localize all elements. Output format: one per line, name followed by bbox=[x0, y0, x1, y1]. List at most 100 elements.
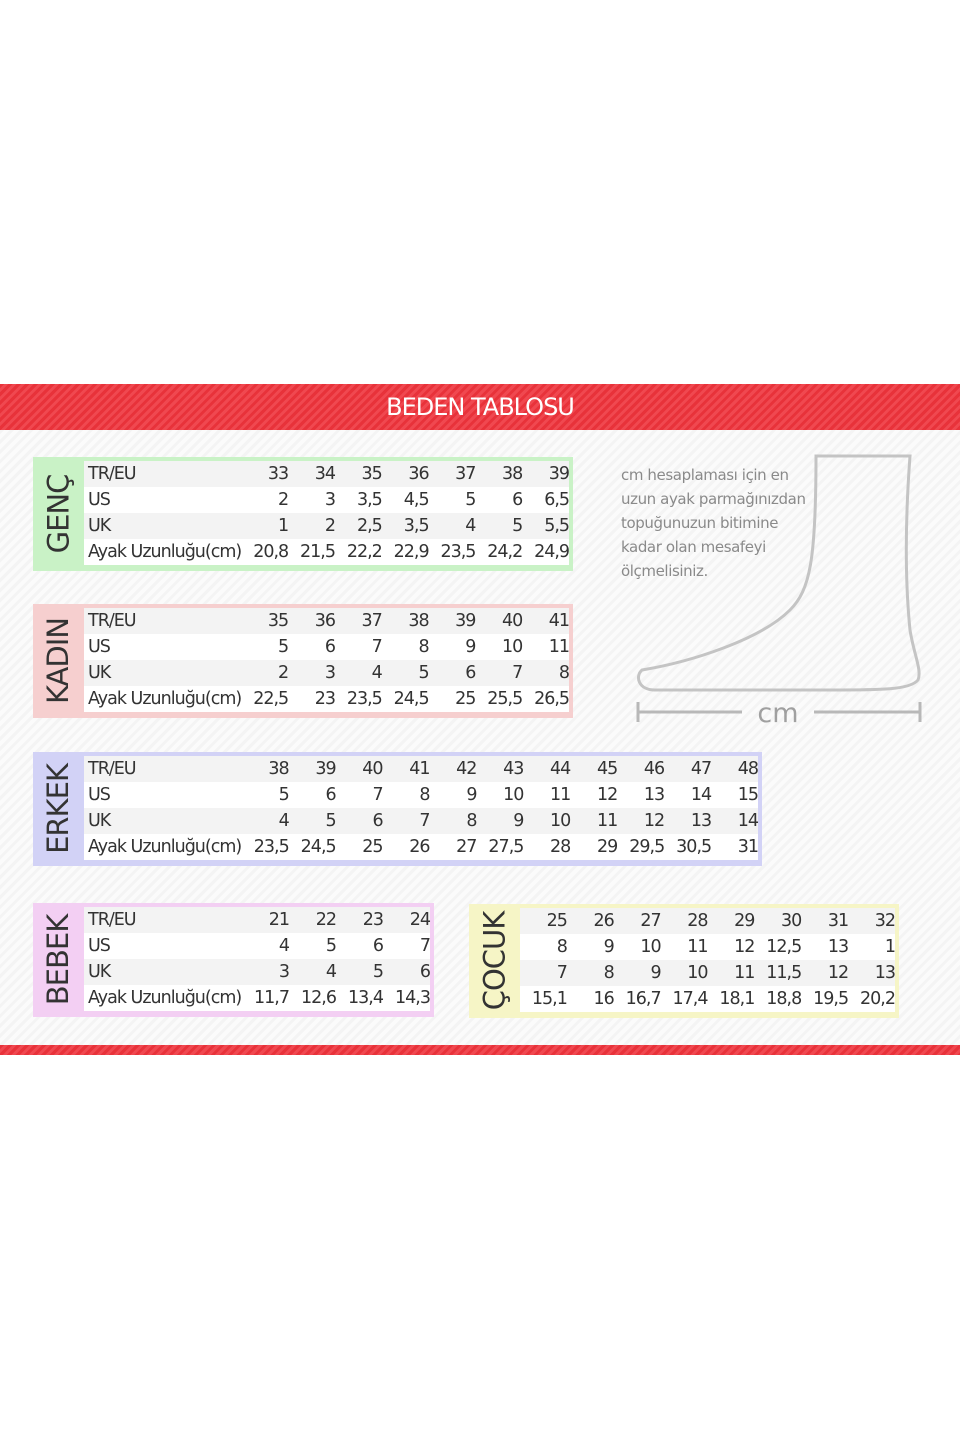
table-cell: 33 bbox=[267, 464, 289, 484]
note-line: topuğunuzun bitimine bbox=[621, 514, 779, 532]
table-row: UK 1 2 2,5 3,5 4 5 5,5 bbox=[84, 513, 570, 539]
table-row: UK 3 4 5 6 bbox=[84, 959, 431, 985]
table-cell: 6 bbox=[372, 811, 383, 831]
table-cell: 5 bbox=[418, 663, 429, 683]
table-cell: 5 bbox=[278, 785, 290, 805]
table-cell: 15 bbox=[737, 785, 759, 805]
table-row: 7 8 9 10 11 11,5 12 13 bbox=[520, 960, 896, 986]
table-cell: 40 bbox=[501, 611, 523, 631]
table-cell: 13 bbox=[874, 963, 896, 983]
table-cell: 20,2 bbox=[860, 989, 896, 1009]
size-table: TR/EU 35 36 37 38 39 40 41 US 5 6 7 8 9 10 11 UK 2 3 4 5 6 7 8 A… bbox=[84, 608, 570, 714]
table-cell: 25,5 bbox=[487, 689, 523, 709]
table-row: US 2 3 3,5 4,5 5 6 6,5 bbox=[84, 487, 570, 513]
table-cell: 4 bbox=[278, 936, 290, 956]
table-cell: 39 bbox=[455, 611, 476, 631]
table-cell: 3,5 bbox=[356, 490, 383, 510]
section-label: GENÇ bbox=[33, 457, 83, 571]
size-table: TR/EU 21 22 23 24 US 4 5 6 7 UK 3 4 5 6 Ayak Uzunluğu(c… bbox=[84, 907, 431, 1013]
table-cell: 15,1 bbox=[531, 989, 568, 1009]
row-label: US bbox=[88, 490, 111, 510]
table-cell: 12 bbox=[734, 937, 755, 957]
table-row: US 5 6 7 8 9 10 11 12 13 14 15 bbox=[84, 782, 759, 808]
table-cell: 2 bbox=[278, 663, 289, 683]
row-label: UK bbox=[88, 962, 111, 982]
table-cell: 24,2 bbox=[487, 542, 523, 562]
table-row: TR/EU 38 39 40 41 42 43 44 45 46 47 48 bbox=[84, 756, 759, 782]
table-cell: 13 bbox=[643, 785, 665, 805]
foot-illustration: cm bbox=[636, 454, 922, 729]
table-cell: 28 bbox=[550, 837, 571, 857]
table-row: Ayak Uzunluğu(cm) 22,5 23 23,5 24,5 25 25,5 26,… bbox=[84, 686, 570, 712]
row-label: TR/EU bbox=[88, 910, 137, 930]
table-cell: 13 bbox=[827, 937, 849, 957]
table-cell: 5,5 bbox=[544, 516, 570, 536]
table-cell: 31 bbox=[737, 837, 759, 857]
table-cell: 4 bbox=[325, 962, 337, 982]
table-cell: 5 bbox=[325, 936, 337, 956]
table-cell: 6,5 bbox=[544, 490, 570, 510]
size-table: TR/EU 33 34 35 36 37 38 39 US 2 3 3,5 4,5 5 6 6,5 UK 1 2 2,… bbox=[84, 461, 570, 567]
row-label: US bbox=[88, 936, 111, 956]
table-cell: 43 bbox=[503, 759, 524, 779]
table-cell: 2,5 bbox=[356, 516, 383, 536]
table-cell: 9 bbox=[466, 785, 477, 805]
table-cell: 12,6 bbox=[301, 988, 337, 1008]
table-cell: 38 bbox=[501, 464, 523, 484]
table-row: Ayak Uzunluğu(cm) 23,5 24,5 25 26 27 27,5 28 29 2… bbox=[84, 834, 759, 860]
row-label: Ayak Uzunluğu(cm) bbox=[88, 542, 242, 562]
table-cell: 4,5 bbox=[403, 490, 430, 510]
row-label: UK bbox=[88, 516, 111, 536]
table-row: US 4 5 6 7 bbox=[84, 933, 431, 959]
section-label-text: ERKEK bbox=[41, 764, 75, 854]
table-cell: 24,5 bbox=[300, 837, 337, 857]
table-cell: 45 bbox=[596, 759, 618, 779]
table-cell: 8 bbox=[556, 937, 568, 957]
table-cell: 6 bbox=[325, 785, 337, 805]
table-cell: 22,9 bbox=[393, 542, 430, 562]
table-cell: 3 bbox=[324, 663, 336, 683]
table-cell: 7 bbox=[556, 963, 568, 983]
table-cell: 11 bbox=[550, 785, 571, 805]
table-cell: 47 bbox=[690, 759, 712, 779]
table-cell: 6 bbox=[465, 663, 476, 683]
table-cell: 27,5 bbox=[488, 837, 524, 857]
size-table: 25 26 27 28 29 30 31 32 8 9 10 11 12 12,5 13 1 7 8 9 10 11 11… bbox=[520, 908, 896, 1014]
table-cell: 31 bbox=[827, 911, 849, 931]
table-genc: GENÇ TR/EU 33 34 35 36 37 38 39 US 2 3 3,5 4,5 5 6 6,5 UK… bbox=[33, 457, 573, 571]
header-band: BEDEN TABLOSU bbox=[0, 384, 960, 430]
table-cell: 3 bbox=[324, 490, 336, 510]
table-cell: 28 bbox=[687, 911, 708, 931]
table-cell: 27 bbox=[456, 837, 477, 857]
table-cell: 9 bbox=[465, 637, 476, 657]
table-cell: 22 bbox=[315, 910, 337, 930]
table-cell: 12 bbox=[596, 785, 618, 805]
footer-band bbox=[0, 1045, 960, 1055]
table-cell: 8 bbox=[558, 663, 570, 683]
table-cell: 19,5 bbox=[813, 989, 849, 1009]
table-cell: 38 bbox=[268, 759, 289, 779]
measure-unit: cm bbox=[757, 698, 798, 729]
note-line: uzun ayak parmağınızdan bbox=[621, 490, 806, 508]
row-label: UK bbox=[88, 811, 111, 831]
table-cell: 16 bbox=[593, 989, 614, 1009]
table-cell: 9 bbox=[513, 811, 524, 831]
table-cell: 13,4 bbox=[348, 988, 384, 1008]
table-cell: 5 bbox=[372, 962, 384, 982]
table-cell: 4 bbox=[278, 811, 290, 831]
table-cell: 7 bbox=[419, 936, 431, 956]
table-cell: 10 bbox=[640, 937, 661, 957]
table-cell: 7 bbox=[419, 811, 430, 831]
row-label: US bbox=[88, 785, 111, 805]
table-cell: 11 bbox=[596, 811, 618, 831]
table-cell: 23,5 bbox=[253, 837, 290, 857]
table-cell: 23,5 bbox=[440, 542, 476, 562]
table-cell: 42 bbox=[456, 759, 477, 779]
row-label: TR/EU bbox=[88, 464, 137, 484]
table-kadin: KADIN TR/EU 35 36 37 38 39 40 41 US 5 6 7 8 9 10 11 UK 2 3 4… bbox=[33, 604, 573, 718]
table-cell: 11 bbox=[687, 937, 708, 957]
table-cell: 8 bbox=[418, 637, 429, 657]
table-bebek: BEBEK TR/EU 21 22 23 24 US 4 5 6 7 UK 3 4 5 6 Ayak Uzunl… bbox=[33, 903, 434, 1017]
table-cell: 3,5 bbox=[403, 516, 430, 536]
table-cell: 29 bbox=[596, 837, 618, 857]
